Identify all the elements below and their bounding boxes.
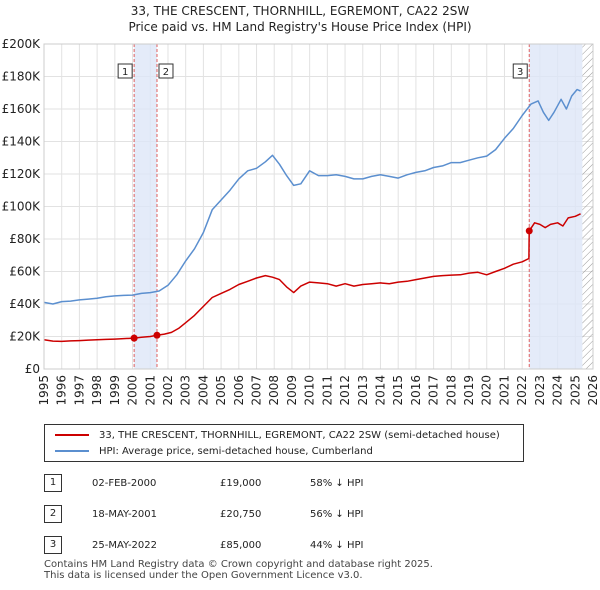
shaded-periods bbox=[134, 44, 593, 369]
sale-vertical-lines bbox=[133, 44, 530, 369]
legend-label-property: 33, THE CRESCENT, THORNHILL, EGREMONT, C… bbox=[99, 429, 500, 441]
x-tick-label: 2009 bbox=[285, 375, 299, 406]
chart: £0 £20K £40K £60K £80K £100K £120K £140K £160K £1… bbox=[2, 37, 600, 406]
x-tick-label: 2014 bbox=[373, 375, 387, 406]
sale-label-number: 1 bbox=[122, 67, 128, 78]
y-tick-label: £200K bbox=[2, 37, 42, 51]
legend-swatch-property bbox=[55, 434, 89, 436]
sale-price: £85,000 bbox=[220, 539, 262, 551]
legend-item-hpi: HPI: Average price, semi-detached house,… bbox=[55, 443, 373, 459]
y-tick-label: £80K bbox=[9, 232, 41, 246]
sale-hpi-diff: 44% ↓ HPI bbox=[310, 539, 364, 551]
x-tick-label: 1999 bbox=[108, 375, 122, 406]
x-tick-label: 2008 bbox=[267, 375, 281, 406]
plot-frame bbox=[43, 43, 594, 370]
y-tick-label: £40K bbox=[9, 297, 41, 311]
sale-labels: 1 2 3 bbox=[117, 63, 528, 79]
series-line-hpi bbox=[43, 88, 581, 305]
x-tick-label: 2011 bbox=[320, 375, 334, 406]
x-tick-label: 2001 bbox=[143, 375, 157, 406]
y-tick-label: £20K bbox=[9, 330, 41, 344]
sale-marker bbox=[525, 227, 533, 235]
y-tick-label: £140K bbox=[2, 135, 42, 149]
legend-swatch-hpi bbox=[55, 450, 89, 452]
x-tick-label: 2018 bbox=[444, 375, 458, 406]
legend-label-hpi: HPI: Average price, semi-detached house,… bbox=[99, 445, 373, 457]
x-tick-label: 1995 bbox=[37, 375, 51, 406]
sale-label-number: 2 bbox=[163, 67, 169, 78]
series-line-property bbox=[43, 213, 581, 343]
sale-label-box bbox=[117, 63, 133, 79]
sale-price: £20,750 bbox=[220, 508, 262, 520]
sale-label-number: 3 bbox=[517, 67, 523, 78]
x-tick-label: 2024 bbox=[551, 375, 565, 406]
x-tick-label: 1997 bbox=[72, 375, 86, 406]
x-tick-label: 2006 bbox=[232, 375, 246, 406]
x-tick-label: 2005 bbox=[214, 375, 228, 406]
x-tick-label: 2000 bbox=[126, 375, 140, 406]
footer-copyright: Contains HM Land Registry data © Crown c… bbox=[44, 559, 433, 570]
x-tick-label: 2023 bbox=[533, 375, 547, 406]
x-tick-label: 2004 bbox=[196, 375, 210, 406]
x-tick-label: 2020 bbox=[480, 375, 494, 406]
y-tick-label: £160K bbox=[2, 102, 42, 116]
sale-date: 25-MAY-2022 bbox=[92, 539, 158, 551]
y-tick-label: £0 bbox=[25, 362, 40, 376]
footer-licence: This data is licensed under the Open Gov… bbox=[44, 570, 363, 581]
sale-date: 18-MAY-2001 bbox=[92, 508, 158, 520]
sale-label-box bbox=[512, 63, 528, 79]
x-tick-label: 2003 bbox=[179, 375, 193, 406]
forecast-hatch bbox=[582, 44, 593, 369]
sale-price: £19,000 bbox=[220, 477, 262, 489]
x-tick-label: 2025 bbox=[568, 375, 582, 406]
chart-title: 33, THE CRESCENT, THORNHILL, EGREMONT, C… bbox=[130, 4, 470, 18]
sale-markers bbox=[130, 227, 533, 342]
x-tick-label: 2007 bbox=[250, 375, 264, 406]
y-tick-label: £180K bbox=[2, 70, 42, 84]
sale-hpi-diff: 56% ↓ HPI bbox=[310, 508, 364, 520]
y-tick-label: £120K bbox=[2, 167, 42, 181]
chart-title-block: 33, THE CRESCENT, THORNHILL, EGREMONT, C… bbox=[0, 3, 600, 35]
sale-label-box bbox=[158, 63, 174, 79]
axes: £0 £20K £40K £60K £80K £100K £120K £140K £160K £1… bbox=[2, 37, 600, 406]
sale-date: 02-FEB-2000 bbox=[92, 477, 157, 489]
shaded-period bbox=[134, 44, 157, 369]
x-tick-label: 2026 bbox=[586, 375, 600, 406]
x-tick-label: 2017 bbox=[427, 375, 441, 406]
x-tick-label: 2012 bbox=[338, 375, 352, 406]
x-tick-label: 2010 bbox=[303, 375, 317, 406]
sale-number: 3 bbox=[44, 536, 62, 554]
x-tick-label: 2021 bbox=[497, 375, 511, 406]
footer: Contains HM Land Registry data © Crown c… bbox=[44, 559, 433, 581]
sale-number: 1 bbox=[44, 474, 62, 492]
legend-item-property: 33, THE CRESCENT, THORNHILL, EGREMONT, C… bbox=[55, 427, 500, 443]
x-tick-label: 1996 bbox=[55, 375, 69, 406]
y-tick-label: £60K bbox=[9, 265, 41, 279]
x-tick-label: 1998 bbox=[90, 375, 104, 406]
x-tick-label: 2002 bbox=[161, 375, 175, 406]
sale-number: 2 bbox=[44, 505, 62, 523]
chart-subtitle: Price paid vs. HM Land Registry's House … bbox=[128, 20, 472, 34]
x-tick-label: 2013 bbox=[356, 375, 370, 406]
x-tick-label: 2022 bbox=[515, 375, 529, 406]
x-tick-label: 2016 bbox=[409, 375, 423, 406]
x-tick-label: 2019 bbox=[462, 375, 476, 406]
series-lines bbox=[43, 88, 581, 343]
sale-hpi-diff: 58% ↓ HPI bbox=[310, 477, 364, 489]
x-tick-label: 2015 bbox=[391, 375, 405, 406]
shaded-period bbox=[529, 44, 583, 369]
sale-marker bbox=[130, 334, 138, 342]
sale-marker bbox=[153, 331, 161, 339]
legend: 33, THE CRESCENT, THORNHILL, EGREMONT, C… bbox=[44, 424, 524, 462]
y-tick-label: £100K bbox=[2, 200, 42, 214]
